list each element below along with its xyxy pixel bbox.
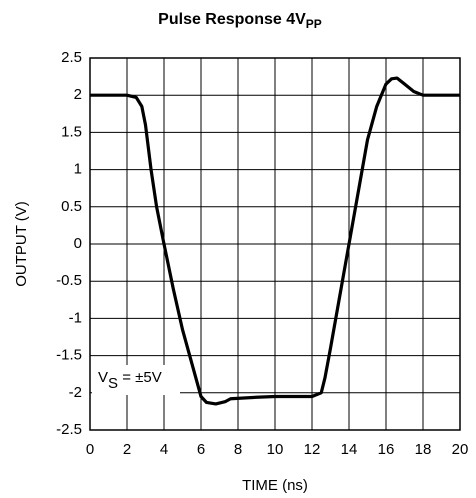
x-tick-label: 6 xyxy=(197,441,205,458)
y-tick-label: -1.5 xyxy=(56,347,82,364)
y-tick-label: 1.5 xyxy=(61,123,82,140)
chart-title: Pulse Response 4VPP xyxy=(158,11,322,31)
x-tick-label: 4 xyxy=(160,441,168,458)
y-tick-label: 0 xyxy=(74,235,82,252)
plot-frame xyxy=(89,57,461,431)
annotation-text: V xyxy=(98,369,108,386)
x-tick-label: 14 xyxy=(341,441,358,458)
y-tick-label: -2 xyxy=(69,384,82,401)
x-tick-label: 20 xyxy=(452,441,469,458)
y-tick-label: 2 xyxy=(74,86,82,103)
x-tick-label: 0 xyxy=(86,441,94,458)
x-tick-label: 18 xyxy=(415,441,432,458)
y-tick-label: 0.5 xyxy=(61,198,82,215)
data-line xyxy=(90,76,460,406)
annotation-subscript: S xyxy=(108,375,118,392)
annotation: VS = ±5V xyxy=(98,369,162,392)
title-subscript: PP xyxy=(306,17,322,31)
x-tick-label: 12 xyxy=(304,441,321,458)
annotation-suffix: = ±5V xyxy=(118,369,162,386)
y-tick-label: 1 xyxy=(74,161,82,178)
annotation-box xyxy=(92,365,180,395)
title-text: Pulse Response 4V xyxy=(158,11,306,28)
x-tick-label: 16 xyxy=(378,441,395,458)
x-tick-label: 2 xyxy=(123,441,131,458)
y-axis-label: OUTPUT (V) xyxy=(13,201,30,287)
y-tick-label: -2.5 xyxy=(56,421,82,438)
x-tick-label: 10 xyxy=(267,441,284,458)
x-tick-label: 8 xyxy=(234,441,242,458)
y-tick-label: 2.5 xyxy=(61,49,82,66)
y-tick-label: -0.5 xyxy=(56,272,82,289)
x-axis-label: TIME (ns) xyxy=(242,477,308,494)
y-tick-label: -1 xyxy=(69,309,82,326)
